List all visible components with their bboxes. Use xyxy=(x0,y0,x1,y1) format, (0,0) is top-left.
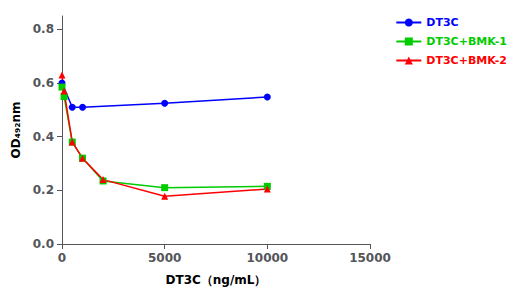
svg-text:10000: 10000 xyxy=(246,251,288,265)
svg-text:0.4: 0.4 xyxy=(33,130,54,144)
svg-text:0.0: 0.0 xyxy=(33,237,54,251)
svg-text:OD₄₉₂nm: OD₄₉₂nm xyxy=(9,102,23,159)
svg-text:0.2: 0.2 xyxy=(33,183,54,197)
svg-text:0.8: 0.8 xyxy=(33,22,54,36)
svg-text:DT3C+BMK-1: DT3C+BMK-1 xyxy=(426,35,507,48)
svg-text:DT3C: DT3C xyxy=(426,16,458,29)
svg-text:DT3C（ng/mL）: DT3C（ng/mL） xyxy=(166,273,267,287)
svg-text:0: 0 xyxy=(58,251,66,265)
svg-text:15000: 15000 xyxy=(349,251,391,265)
svg-text:5000: 5000 xyxy=(148,251,181,265)
svg-text:0.6: 0.6 xyxy=(33,76,54,90)
svg-text:DT3C+BMK-2: DT3C+BMK-2 xyxy=(426,54,507,67)
